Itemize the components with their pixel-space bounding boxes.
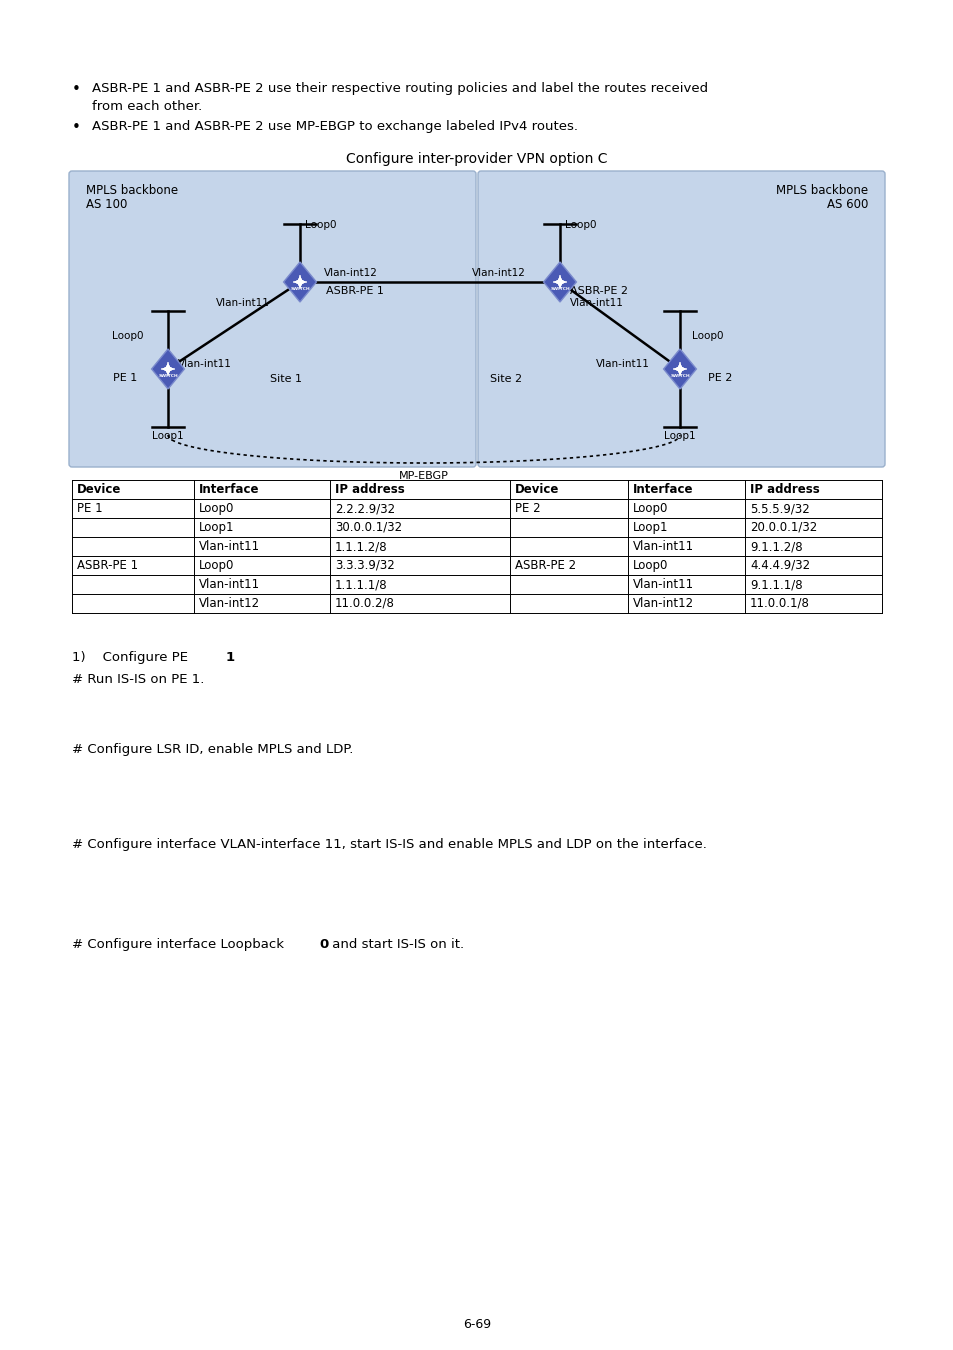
Text: MPLS backbone: MPLS backbone	[775, 184, 867, 197]
Text: IP address: IP address	[749, 483, 819, 495]
Text: 0: 0	[318, 938, 328, 950]
Text: PE 2: PE 2	[707, 373, 732, 383]
Text: 9.1.1.2/8: 9.1.1.2/8	[749, 540, 801, 553]
Text: Configure inter-provider VPN option C: Configure inter-provider VPN option C	[346, 153, 607, 166]
Text: Vlan-int11: Vlan-int11	[215, 298, 270, 308]
Text: # Configure LSR ID, enable MPLS and LDP.: # Configure LSR ID, enable MPLS and LDP.	[71, 743, 353, 756]
Text: # Configure interface VLAN-interface 11, start IS-IS and enable MPLS and LDP on : # Configure interface VLAN-interface 11,…	[71, 838, 706, 850]
Text: # Configure interface Loopback: # Configure interface Loopback	[71, 938, 288, 950]
Polygon shape	[543, 262, 576, 302]
Text: ASBR-PE 1 and ASBR-PE 2 use their respective routing policies and label the rout: ASBR-PE 1 and ASBR-PE 2 use their respec…	[91, 82, 707, 94]
Text: AS 600: AS 600	[825, 198, 867, 211]
Text: Site 1: Site 1	[270, 374, 302, 383]
Text: Vlan-int11: Vlan-int11	[199, 578, 260, 591]
Text: SWITCH: SWITCH	[670, 374, 689, 378]
Text: # Run IS-IS on PE 1.: # Run IS-IS on PE 1.	[71, 674, 204, 686]
Text: Loop1: Loop1	[199, 521, 234, 535]
Text: Device: Device	[77, 483, 121, 495]
Text: PE 1: PE 1	[112, 373, 137, 383]
Text: Loop0: Loop0	[199, 559, 234, 572]
Text: Vlan-int12: Vlan-int12	[324, 269, 377, 278]
Text: Loop0: Loop0	[691, 331, 722, 342]
Text: Loop0: Loop0	[564, 220, 596, 230]
Text: ASBR-PE 2: ASBR-PE 2	[515, 559, 576, 572]
Text: •: •	[71, 120, 81, 135]
Text: AS 100: AS 100	[86, 198, 128, 211]
Text: 2.2.2.9/32: 2.2.2.9/32	[335, 502, 395, 514]
Text: 1)    Configure PE: 1) Configure PE	[71, 651, 193, 664]
Text: SWITCH: SWITCH	[550, 288, 569, 292]
Text: Vlan-int11: Vlan-int11	[178, 359, 232, 369]
Text: 30.0.0.1/32: 30.0.0.1/32	[335, 521, 402, 535]
Text: from each other.: from each other.	[91, 100, 202, 113]
Text: and start IS-IS on it.: and start IS-IS on it.	[328, 938, 464, 950]
Polygon shape	[663, 350, 696, 389]
Text: 6-69: 6-69	[462, 1318, 491, 1331]
Text: Loop0: Loop0	[112, 331, 143, 342]
Text: 4.4.4.9/32: 4.4.4.9/32	[749, 559, 809, 572]
Text: Vlan-int11: Vlan-int11	[633, 540, 694, 553]
Text: ASBR-PE 1: ASBR-PE 1	[326, 286, 383, 296]
Polygon shape	[152, 350, 184, 389]
Text: SWITCH: SWITCH	[158, 374, 177, 378]
Text: 20.0.0.1/32: 20.0.0.1/32	[749, 521, 817, 535]
Text: 11.0.0.2/8: 11.0.0.2/8	[335, 597, 395, 610]
Text: 5.5.5.9/32: 5.5.5.9/32	[749, 502, 809, 514]
Text: 1.1.1.2/8: 1.1.1.2/8	[335, 540, 387, 553]
Text: Loop0: Loop0	[633, 502, 668, 514]
Text: SWITCH: SWITCH	[290, 288, 310, 292]
Text: MP-EBGP: MP-EBGP	[398, 471, 449, 481]
Text: Vlan-int11: Vlan-int11	[633, 578, 694, 591]
Text: 9.1.1.1/8: 9.1.1.1/8	[749, 578, 801, 591]
Text: Vlan-int12: Vlan-int12	[199, 597, 260, 610]
Text: Loop1: Loop1	[152, 431, 183, 441]
Text: Loop1: Loop1	[633, 521, 668, 535]
Text: MPLS backbone: MPLS backbone	[86, 184, 178, 197]
Text: 1.1.1.1/8: 1.1.1.1/8	[335, 578, 387, 591]
Text: Interface: Interface	[633, 483, 693, 495]
Text: Vlan-int12: Vlan-int12	[472, 269, 525, 278]
Text: 1: 1	[226, 651, 234, 664]
Text: Interface: Interface	[199, 483, 259, 495]
Text: Vlan-int11: Vlan-int11	[596, 359, 649, 369]
Text: Loop0: Loop0	[305, 220, 336, 230]
Text: Vlan-int11: Vlan-int11	[199, 540, 260, 553]
Text: Loop0: Loop0	[633, 559, 668, 572]
Text: Vlan-int11: Vlan-int11	[569, 298, 623, 308]
Text: 3.3.3.9/32: 3.3.3.9/32	[335, 559, 395, 572]
Polygon shape	[283, 262, 316, 302]
Text: •: •	[71, 82, 81, 97]
Text: IP address: IP address	[335, 483, 404, 495]
Text: 11.0.0.1/8: 11.0.0.1/8	[749, 597, 809, 610]
Text: PE 1: PE 1	[77, 502, 103, 514]
FancyBboxPatch shape	[69, 171, 476, 467]
FancyBboxPatch shape	[477, 171, 884, 467]
Text: Vlan-int12: Vlan-int12	[633, 597, 694, 610]
Text: Loop1: Loop1	[663, 431, 695, 441]
Text: Device: Device	[515, 483, 558, 495]
Text: ASBR-PE 1: ASBR-PE 1	[77, 559, 138, 572]
Text: ASBR-PE 1 and ASBR-PE 2 use MP-EBGP to exchange labeled IPv4 routes.: ASBR-PE 1 and ASBR-PE 2 use MP-EBGP to e…	[91, 120, 578, 134]
Text: Loop0: Loop0	[199, 502, 234, 514]
Text: ASBR-PE 2: ASBR-PE 2	[569, 286, 627, 296]
Text: PE 2: PE 2	[515, 502, 540, 514]
Text: Site 2: Site 2	[490, 374, 521, 383]
